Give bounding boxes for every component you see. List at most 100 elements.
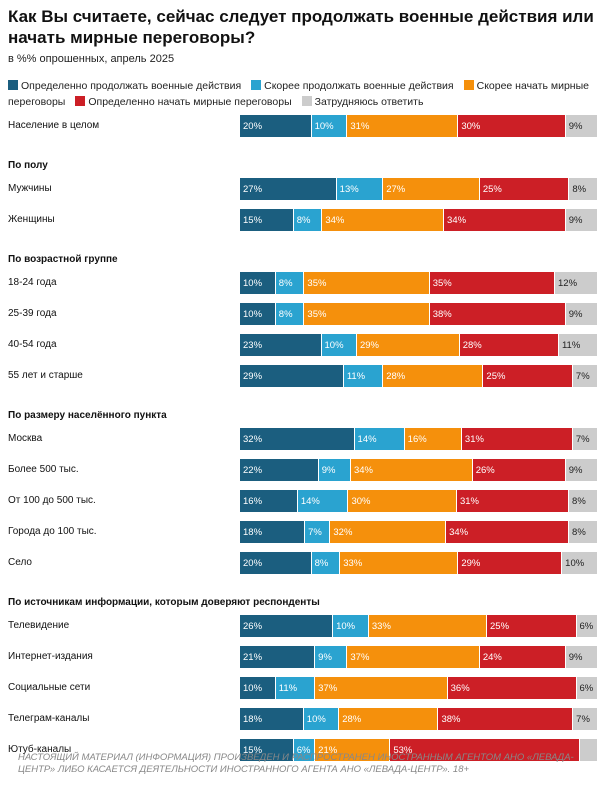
value-label: 10% bbox=[306, 713, 326, 725]
stacked-bar: 10% 11% 37% 36% 6% bbox=[240, 677, 598, 699]
bar-segment: 7% bbox=[573, 708, 598, 730]
bar-segment: 10% bbox=[311, 115, 348, 137]
stacked-bar: 21% 9% 37% 24% 9% bbox=[240, 646, 598, 668]
value-label: 10% bbox=[243, 277, 263, 289]
bar-segment: 34% bbox=[350, 459, 473, 481]
stacked-bar: 15% 8% 34% 34% 9% bbox=[240, 209, 598, 231]
stacked-bar: 27% 13% 27% 25% 8% bbox=[240, 178, 598, 200]
value-label: 9% bbox=[568, 214, 583, 226]
bar-segment: 30% bbox=[458, 115, 566, 137]
row-label: Село bbox=[8, 557, 32, 568]
value-label: 8% bbox=[572, 526, 586, 538]
bar-segment: 35% bbox=[304, 303, 430, 325]
legend-item-4: Определенно начать мирные переговоры bbox=[75, 96, 292, 108]
bar-segment: 14% bbox=[354, 428, 405, 450]
bar-segment: 8% bbox=[275, 303, 305, 325]
value-label: 35% bbox=[307, 277, 327, 289]
value-label: 23% bbox=[243, 339, 263, 351]
legend-swatch bbox=[301, 96, 312, 106]
group-title: По размеру населённого пункта bbox=[8, 410, 167, 421]
bar-segment: 38% bbox=[438, 708, 574, 730]
stacked-bar: 26% 10% 33% 25% 6% bbox=[240, 615, 598, 637]
bar-segment: 28% bbox=[339, 708, 439, 730]
legend-item-1: Определенно продолжать военные действия bbox=[8, 80, 241, 92]
value-label: 9% bbox=[568, 464, 583, 476]
bar-segment: 14% bbox=[297, 490, 349, 512]
value-label: 10% bbox=[243, 682, 263, 694]
bar-segment: 11% bbox=[558, 334, 598, 356]
row-label: От 100 до 500 тыс. bbox=[8, 495, 96, 506]
row-label: Телевидение bbox=[8, 620, 70, 631]
value-label: 9% bbox=[568, 120, 583, 132]
bar-segment: 25% bbox=[479, 178, 570, 200]
bar-segment: 31% bbox=[461, 428, 573, 450]
value-label: 20% bbox=[243, 120, 263, 132]
row-label: Социальные сети bbox=[8, 682, 91, 693]
value-label: 10% bbox=[314, 120, 334, 132]
bar-segment: 9% bbox=[318, 459, 351, 481]
value-label: 31% bbox=[350, 120, 370, 132]
bar-segment: 37% bbox=[347, 646, 480, 668]
stacked-bar: 15% 6% 21% 53% bbox=[240, 739, 598, 761]
value-label: 26% bbox=[475, 464, 495, 476]
legend-swatch bbox=[251, 80, 262, 90]
bar-segment: 21% bbox=[315, 739, 391, 761]
value-label: 9% bbox=[321, 464, 336, 476]
value-label: 18% bbox=[243, 713, 263, 725]
row-label: Женщины bbox=[8, 214, 55, 225]
bar-segment: 33% bbox=[368, 615, 487, 637]
row-label: Города до 100 тыс. bbox=[8, 526, 97, 537]
row-label: Население в целом bbox=[8, 120, 100, 131]
row-label: Мужчины bbox=[8, 183, 52, 194]
value-label: 16% bbox=[243, 495, 263, 507]
bar-segment: 25% bbox=[487, 615, 577, 637]
legend-label: Определенно начать мирные переговоры bbox=[88, 96, 292, 108]
value-label: 29% bbox=[359, 339, 379, 351]
value-label: 11% bbox=[346, 370, 366, 382]
bar-segment: 34% bbox=[446, 521, 570, 543]
value-label: 6% bbox=[579, 620, 594, 632]
value-label: 7% bbox=[575, 433, 590, 445]
stacked-bar: 16% 14% 30% 31% 8% bbox=[240, 490, 598, 512]
bar-segment: 6% bbox=[293, 739, 316, 761]
legend-item-5: Затрудняюсь ответить bbox=[301, 96, 423, 108]
value-label: 9% bbox=[568, 651, 583, 663]
value-label: 14% bbox=[357, 433, 377, 445]
bar-segment: 27% bbox=[240, 178, 337, 200]
bar-segment: 37% bbox=[315, 677, 448, 699]
stacked-bar: 23% 10% 29% 28% 11% bbox=[240, 334, 598, 356]
stacked-bar: 18% 7% 32% 34% 8% bbox=[240, 521, 598, 543]
bar-segment: 11% bbox=[343, 365, 384, 387]
bar-segment: 18% bbox=[240, 708, 304, 730]
row-label: Телеграм-каналы bbox=[8, 713, 90, 724]
row-label: 18-24 года bbox=[8, 277, 57, 288]
bar-segment: 8% bbox=[569, 490, 598, 512]
bar-segment: 9% bbox=[565, 303, 598, 325]
value-label: 29% bbox=[461, 557, 481, 569]
value-label: 30% bbox=[461, 120, 481, 132]
row-label: Интернет-издания bbox=[8, 651, 93, 662]
value-label: 10% bbox=[565, 557, 585, 569]
legend-item-2: Скорее продолжать военные действия bbox=[251, 80, 454, 92]
value-label: 8% bbox=[278, 308, 293, 320]
stacked-bar: 20% 8% 33% 29% 10% bbox=[240, 552, 598, 574]
bar-segment: 36% bbox=[447, 677, 577, 699]
bar-segment: 24% bbox=[479, 646, 566, 668]
value-label: 38% bbox=[441, 713, 461, 725]
legend-item-3: Скорее начать мирные переговоры bbox=[8, 80, 589, 108]
bar-segment: 29% bbox=[240, 365, 344, 387]
stacked-bar: 32% 14% 16% 31% 7% bbox=[240, 428, 598, 450]
bar-segment: 10% bbox=[303, 708, 340, 730]
bar-segment: 7% bbox=[572, 428, 598, 450]
value-label: 29% bbox=[243, 370, 263, 382]
legend-swatch bbox=[8, 80, 18, 90]
value-label: 9% bbox=[318, 651, 332, 663]
bar-segment: 9% bbox=[565, 646, 598, 668]
row-label: 25-39 года bbox=[8, 308, 57, 319]
stacked-bar: 29% 11% 28% 25% 7% bbox=[240, 365, 598, 387]
row-label: 40-54 года bbox=[8, 339, 57, 350]
bar-segment: 10% bbox=[240, 303, 276, 325]
value-label: 34% bbox=[447, 214, 467, 226]
bar-segment: 35% bbox=[429, 272, 556, 294]
value-label: 16% bbox=[407, 433, 427, 445]
